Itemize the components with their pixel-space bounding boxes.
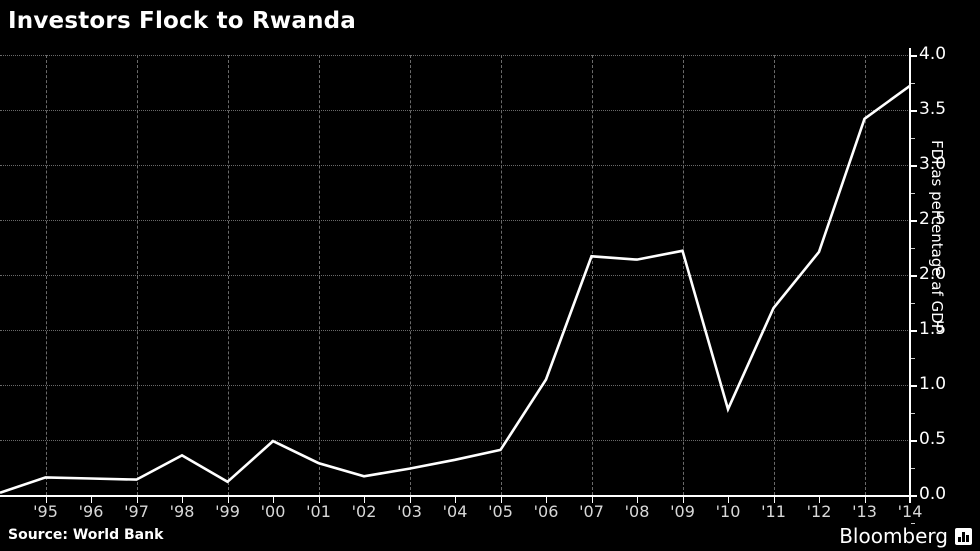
- fdi-series-line: [0, 84, 911, 495]
- x-axis-tick-label: '01: [306, 502, 331, 521]
- x-axis-tick-label: '09: [670, 502, 695, 521]
- x-axis-tick-label: '13: [852, 502, 877, 521]
- y-axis-minor-tick: [911, 137, 915, 139]
- x-axis-tick-label: '98: [169, 502, 195, 521]
- brand-label: Bloomberg: [839, 524, 948, 548]
- y-axis-tick-label: 0.0: [919, 484, 947, 504]
- y-axis-tick: [911, 330, 917, 332]
- y-axis-minor-tick: [911, 467, 915, 469]
- x-axis-tick: [45, 497, 47, 503]
- x-axis-tick: [227, 497, 229, 503]
- horizontal-gridline: [0, 55, 910, 56]
- page-title: Investors Flock to Rwanda: [8, 8, 357, 34]
- x-axis-tick: [91, 497, 92, 503]
- y-axis-minor-tick: [911, 247, 915, 249]
- y-axis-tick-label: 1.0: [919, 374, 947, 394]
- gridlines: [0, 55, 910, 496]
- vertical-gridline: [409, 55, 411, 495]
- vertical-gridline: [227, 55, 229, 495]
- data-line-layer: [0, 55, 911, 495]
- x-axis-tick: [682, 497, 684, 503]
- x-axis-tick: [455, 497, 456, 503]
- y-axis-tick-label: 2.0: [919, 264, 947, 284]
- x-axis-tick: [318, 497, 320, 503]
- y-axis-tick-label: 3.0: [919, 154, 947, 174]
- x-axis-tick: [591, 497, 593, 503]
- x-axis-tick-label: '11: [761, 502, 786, 521]
- x-axis-tick-label: '12: [806, 502, 832, 521]
- y-axis-title: FDI as percentage af GDP: [928, 140, 946, 333]
- horizontal-gridline: [0, 220, 910, 221]
- x-axis-tick: [910, 497, 911, 503]
- fdi-line-chart: [0, 84, 911, 495]
- x-axis-tick: [500, 497, 502, 503]
- y-axis-minor-tick: [911, 192, 915, 194]
- y-axis-tick-label: 2.5: [919, 209, 947, 229]
- x-axis-tick-label: '97: [124, 502, 149, 521]
- x-axis-tick-label: '99: [215, 502, 240, 521]
- x-axis-tick-label: '07: [579, 502, 604, 521]
- y-axis-tick: [911, 275, 917, 277]
- vertical-gridline: [136, 55, 138, 495]
- y-axis-line: [909, 48, 911, 503]
- y-axis-minor-tick: [911, 82, 915, 84]
- x-axis-tick-label: '02: [351, 502, 377, 521]
- x-axis-tick-label: '10: [715, 502, 741, 521]
- x-axis-tick: [728, 497, 729, 503]
- y-axis-tick: [911, 385, 917, 387]
- horizontal-gridline: [0, 275, 910, 276]
- x-axis-tick-label: '00: [260, 502, 286, 521]
- x-axis-tick: [819, 497, 820, 503]
- horizontal-gridline: [0, 440, 910, 441]
- y-axis-tick: [911, 495, 917, 497]
- x-axis-tick: [364, 497, 365, 503]
- horizontal-gridline: [0, 330, 910, 331]
- x-axis-tick-label: '04: [442, 502, 468, 521]
- x-axis-tick-label: '05: [488, 502, 513, 521]
- bloomberg-branding: Bloomberg: [839, 524, 972, 548]
- bloomberg-bar-chart-icon: [955, 527, 972, 545]
- horizontal-gridline: [0, 165, 910, 166]
- x-axis-tick: [773, 497, 775, 503]
- x-axis-tick-label: '06: [533, 502, 559, 521]
- source-note: Source: World Bank: [8, 527, 164, 543]
- x-axis-tick: [273, 497, 274, 503]
- plot-area: [0, 55, 911, 496]
- y-axis-tick-label: 3.5: [919, 99, 947, 119]
- x-axis-tick: [136, 497, 138, 503]
- x-axis-tick: [409, 497, 411, 503]
- y-axis-tick: [911, 165, 917, 167]
- x-axis-tick-label: '08: [624, 502, 650, 521]
- y-axis-tick: [911, 220, 917, 222]
- vertical-gridline: [45, 55, 47, 495]
- horizontal-gridline: [0, 110, 910, 111]
- vertical-gridline: [318, 55, 320, 495]
- x-axis-tick: [546, 497, 547, 503]
- x-axis-tick-label: '95: [33, 502, 58, 521]
- x-axis-tick: [182, 497, 183, 503]
- y-axis-minor-tick: [911, 412, 915, 414]
- y-axis-minor-tick: [911, 522, 915, 524]
- y-axis-tick: [911, 55, 917, 57]
- vertical-gridline: [591, 55, 593, 495]
- vertical-gridline: [682, 55, 684, 495]
- y-axis-tick-label: 1.5: [919, 319, 947, 339]
- vertical-gridline: [864, 55, 866, 495]
- y-axis-tick-label: 4.0: [919, 44, 947, 64]
- horizontal-gridline: [0, 385, 910, 386]
- x-axis-tick: [637, 497, 638, 503]
- x-axis-tick-label: '03: [397, 502, 422, 521]
- y-axis-minor-tick: [911, 357, 915, 359]
- y-axis-minor-tick: [911, 302, 915, 304]
- x-axis-tick: [864, 497, 866, 503]
- x-axis-tick-label: '14: [897, 502, 923, 521]
- y-axis-tick: [911, 440, 917, 442]
- x-axis-tick-label: '96: [78, 502, 104, 521]
- x-axis-line: [0, 495, 910, 497]
- vertical-gridline: [500, 55, 502, 495]
- y-axis-tick: [911, 110, 917, 112]
- y-axis-tick-label: 0.5: [919, 429, 947, 449]
- vertical-gridline: [773, 55, 775, 495]
